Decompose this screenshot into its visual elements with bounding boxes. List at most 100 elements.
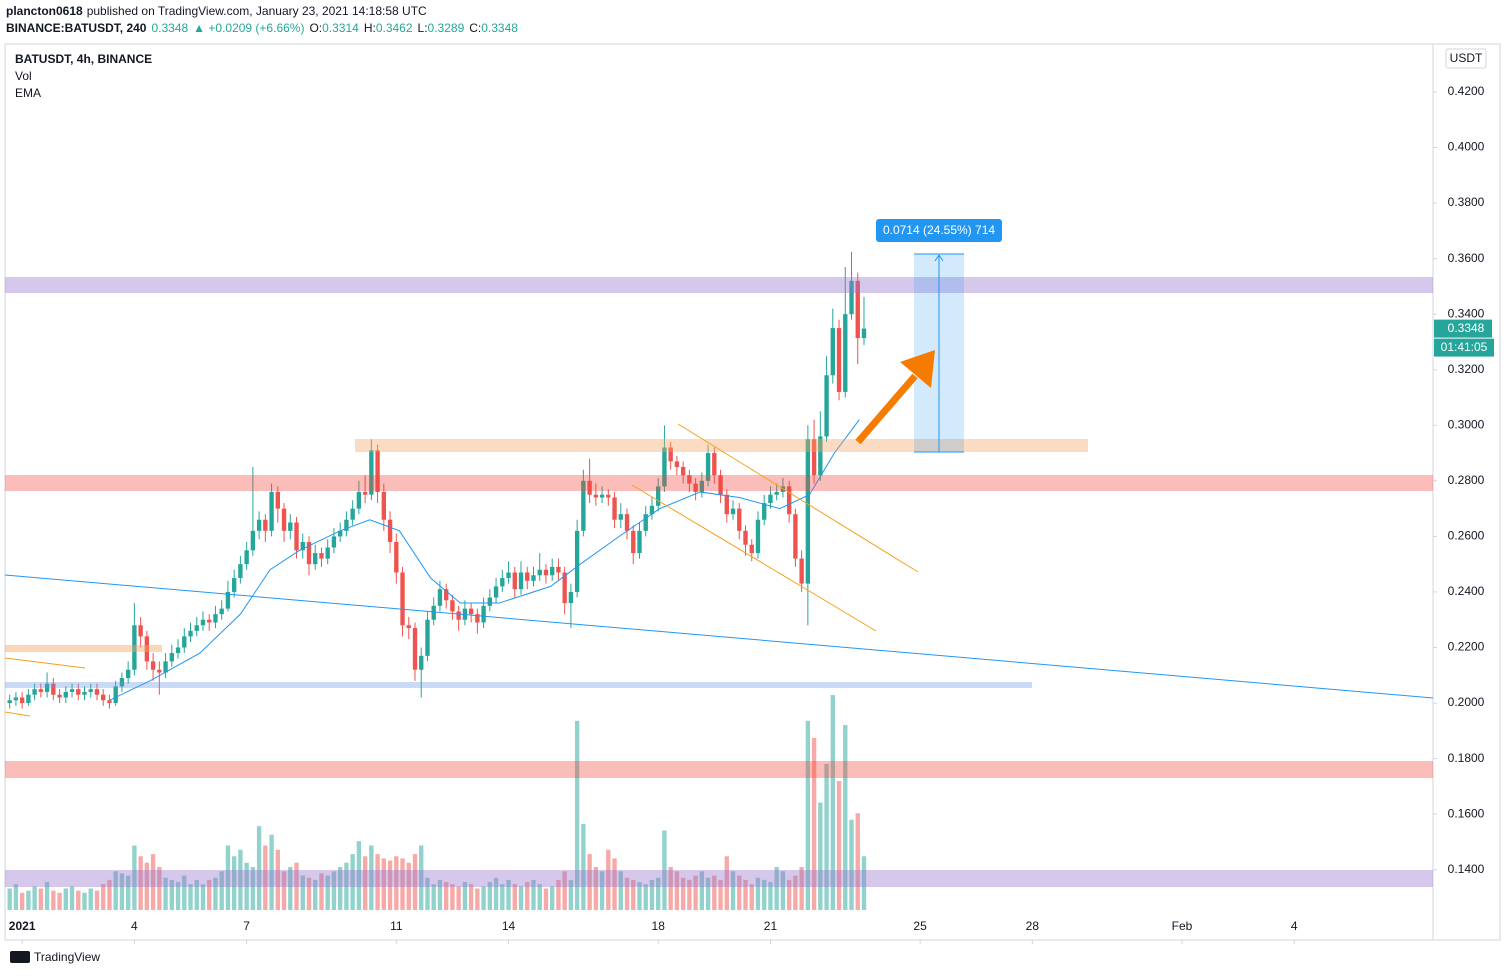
candle-body xyxy=(518,572,524,590)
candle-body xyxy=(631,530,636,554)
volume-bar xyxy=(44,882,50,910)
measure-label-box xyxy=(876,219,1002,242)
volume-bar xyxy=(344,862,349,910)
x-tick-label: Feb xyxy=(1172,919,1193,933)
candle-body xyxy=(768,494,773,504)
volume-bar xyxy=(624,877,630,910)
candle-body xyxy=(743,530,748,545)
volume-bar xyxy=(7,888,12,910)
volume-bar xyxy=(730,871,736,910)
volume-bar xyxy=(618,871,623,910)
currency-box[interactable] xyxy=(1445,48,1487,69)
volume-bar xyxy=(749,884,754,910)
volume-bar xyxy=(138,856,143,910)
candle-body xyxy=(431,605,436,620)
y-tick-label: 0.1400 xyxy=(1448,862,1485,876)
volume-bar xyxy=(581,824,586,910)
y-tick-label: 0.2800 xyxy=(1448,473,1485,487)
volume-bar xyxy=(294,862,299,910)
y-tick-label: 0.2400 xyxy=(1448,584,1485,598)
candle-body xyxy=(818,436,823,476)
candle-body xyxy=(200,619,206,626)
volume-bar xyxy=(26,890,31,910)
candle-body xyxy=(225,591,231,609)
volume-bar xyxy=(836,781,842,910)
volume-bar xyxy=(69,886,75,910)
volume-bar xyxy=(300,875,305,910)
candle-body xyxy=(730,508,736,515)
candle-body xyxy=(668,447,673,462)
volume-bar xyxy=(94,890,100,910)
candle-body xyxy=(269,491,274,531)
volume-bar xyxy=(288,867,293,910)
volume-bar xyxy=(38,888,44,910)
candle-body xyxy=(550,566,555,576)
breakout-zone xyxy=(355,439,1088,452)
candle-body xyxy=(481,605,486,623)
candle-body xyxy=(182,636,187,648)
candle-body xyxy=(649,505,655,515)
volume-bar xyxy=(543,888,549,910)
volume-bar xyxy=(394,856,399,910)
candle-body xyxy=(705,453,711,481)
ohlc-label: C: xyxy=(469,21,481,35)
x-tick-label: 18 xyxy=(652,919,666,933)
volume-bar xyxy=(101,884,106,910)
candle-body xyxy=(219,608,224,615)
candle-body xyxy=(32,689,37,695)
volume-bar xyxy=(843,725,848,910)
volume-bar xyxy=(861,856,867,910)
candle-body xyxy=(855,280,860,339)
volume-bar xyxy=(437,879,443,910)
candle-body xyxy=(356,491,362,509)
candle-body xyxy=(537,569,542,576)
volume-bar xyxy=(724,856,729,910)
candle-body xyxy=(581,480,586,531)
candle-body xyxy=(213,614,218,623)
candle-body xyxy=(737,508,742,531)
x-tick-label: 11 xyxy=(390,919,403,933)
candle-body xyxy=(606,494,611,498)
volume-bar xyxy=(375,854,380,910)
candle-body xyxy=(300,541,305,551)
support-zone xyxy=(5,475,1433,491)
volume-bar xyxy=(550,886,555,910)
candle-body xyxy=(724,494,729,515)
candle-body xyxy=(288,522,293,531)
candle-body xyxy=(475,614,480,623)
volume-bar xyxy=(182,875,187,910)
candle-body xyxy=(19,697,25,704)
orange-arrowhead xyxy=(900,350,935,388)
x-tick-label: 21 xyxy=(764,919,778,933)
volume-bar xyxy=(774,867,779,910)
candle-body xyxy=(599,494,605,498)
volume-bar xyxy=(693,875,698,910)
candle-body xyxy=(593,494,599,498)
volume-bar xyxy=(562,871,567,910)
candle-body xyxy=(250,530,256,551)
symbol: BINANCE:BATUSDT, 240 xyxy=(6,21,147,35)
volume-bar xyxy=(687,879,692,910)
volume-bar xyxy=(281,871,287,910)
volume-bar xyxy=(468,884,474,910)
base-zone xyxy=(5,682,1032,688)
volume-bar xyxy=(493,877,499,910)
volume-bar xyxy=(518,886,524,910)
high: 0.3462 xyxy=(376,21,413,35)
volume-bar xyxy=(419,845,424,910)
candle-body xyxy=(444,589,449,601)
volume-bar xyxy=(194,879,199,910)
candle-body xyxy=(793,514,798,559)
old-line xyxy=(4,657,86,669)
orange-arrow xyxy=(855,373,918,445)
ohlc-label: H: xyxy=(364,21,376,35)
candle-body xyxy=(369,450,374,495)
logo-icon xyxy=(10,951,30,963)
y-tick-label: 0.3800 xyxy=(1448,195,1485,209)
y-tick-label: 0.3000 xyxy=(1448,417,1485,431)
volume-bar xyxy=(587,854,592,910)
volume-bar xyxy=(362,856,368,910)
candle-body xyxy=(805,439,811,584)
candle-body xyxy=(313,553,318,565)
